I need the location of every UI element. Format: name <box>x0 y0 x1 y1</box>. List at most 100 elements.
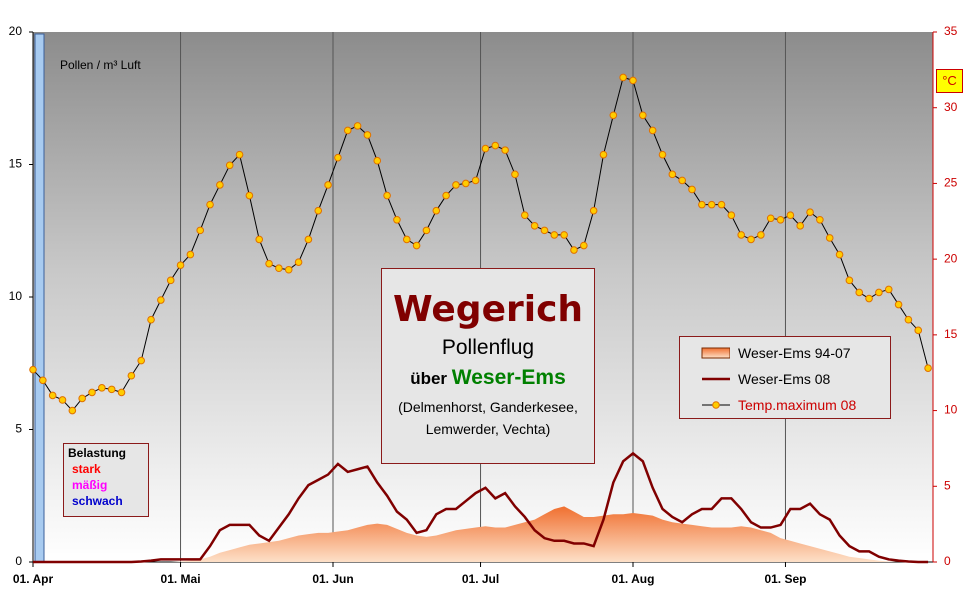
y2-tick-label: 25 <box>944 176 958 190</box>
marker <box>137 356 145 365</box>
marker <box>894 300 903 309</box>
x-tick-label: 01. Jun <box>312 572 353 586</box>
y-tick-label: 20 <box>9 24 23 38</box>
marker <box>639 111 647 120</box>
marker <box>324 181 332 189</box>
y2-tick-label: 15 <box>944 327 958 341</box>
marker <box>294 258 303 266</box>
x-tick-label: 01. Apr <box>13 572 54 586</box>
legend-swatch <box>702 401 730 410</box>
marker <box>176 261 185 270</box>
load-legend: Belastung stark mäßig schwach <box>63 443 149 517</box>
y2-axis-label: °C <box>936 69 963 93</box>
load-legend-title: Belastung <box>68 446 127 460</box>
swatch-marker <box>712 401 720 410</box>
x-tick-label: 01. Mai <box>161 572 201 586</box>
marker <box>39 376 47 385</box>
marker <box>245 191 254 200</box>
region: Weser-Ems <box>451 366 566 389</box>
y2-tick-label: 0 <box>944 554 951 568</box>
marker <box>78 394 86 403</box>
marker <box>875 288 883 297</box>
marker <box>284 265 293 274</box>
marker <box>599 150 608 159</box>
side-bar <box>34 33 45 563</box>
marker <box>786 211 795 220</box>
marker <box>275 264 283 273</box>
marker <box>363 131 372 139</box>
legend-swatch <box>702 378 730 381</box>
marker <box>589 206 598 215</box>
marker <box>540 226 549 235</box>
marker <box>845 276 854 285</box>
marker <box>855 288 864 297</box>
marker <box>88 388 96 397</box>
marker <box>117 388 126 397</box>
y2-tick-label: 20 <box>944 251 958 265</box>
marker <box>530 222 539 230</box>
title-box: Wegerich Pollenflug über Weser-Ems (Delm… <box>381 268 595 464</box>
marker <box>678 176 686 185</box>
marker <box>727 211 736 220</box>
legend-label: Weser-Ems 94-07 <box>738 345 851 362</box>
marker <box>757 231 765 239</box>
line <box>33 451 929 564</box>
marker <box>717 200 726 209</box>
region-prefix: über <box>410 369 448 388</box>
marker <box>147 315 155 324</box>
marker <box>619 73 627 82</box>
chart-title: Wegerich <box>392 289 584 330</box>
legend-item: Temp.maximum 08 <box>686 393 886 415</box>
marker <box>373 156 382 165</box>
y-axis-label: Pollen / m³ Luft <box>60 58 141 72</box>
marker <box>707 200 716 209</box>
marker <box>511 170 519 179</box>
marker <box>737 231 745 239</box>
legend: Weser-Ems 94-07 Weser-Ems 08 Temp.maximum … <box>679 336 891 419</box>
marker <box>412 241 421 250</box>
marker <box>501 146 509 154</box>
stations: (Delmenhorst, Ganderkesee, Lemwerder, Ve… <box>398 399 578 437</box>
load-level: mäßig <box>72 478 108 492</box>
y-tick-label: 5 <box>15 422 22 436</box>
region-line: über Weser-Ems <box>382 366 594 390</box>
marker <box>668 170 677 179</box>
swatch <box>701 347 731 359</box>
marker <box>806 208 814 216</box>
marker <box>442 191 450 200</box>
marker <box>157 296 165 304</box>
marker <box>776 215 785 224</box>
marker <box>884 285 893 294</box>
legend-item: Weser-Ems 94-07 <box>686 341 886 363</box>
marker <box>570 246 578 254</box>
x-tick-label: 01. Jul <box>462 572 499 586</box>
marker <box>29 365 37 374</box>
chart-subtitle: Pollenflug <box>441 336 535 359</box>
marker <box>334 153 342 162</box>
load-level: schwach <box>72 494 123 508</box>
marker <box>107 385 116 394</box>
marker <box>127 371 136 380</box>
marker <box>422 226 431 235</box>
marker <box>688 185 696 194</box>
marker <box>304 235 313 244</box>
marker <box>343 126 352 135</box>
marker <box>314 206 323 215</box>
marker <box>98 384 106 392</box>
marker <box>658 150 667 159</box>
marker <box>481 144 490 153</box>
y2-tick-label: 5 <box>944 478 951 492</box>
y2-tick-label: 30 <box>944 100 958 114</box>
y2-tick-label: 35 <box>944 24 958 38</box>
marker <box>255 235 264 244</box>
marker <box>550 231 559 239</box>
marker <box>235 150 244 159</box>
marker <box>580 241 588 250</box>
marker <box>825 234 834 242</box>
marker <box>225 161 234 170</box>
marker <box>353 122 362 130</box>
marker <box>452 181 460 189</box>
marker <box>265 259 273 268</box>
marker <box>560 231 568 239</box>
marker <box>609 111 618 120</box>
